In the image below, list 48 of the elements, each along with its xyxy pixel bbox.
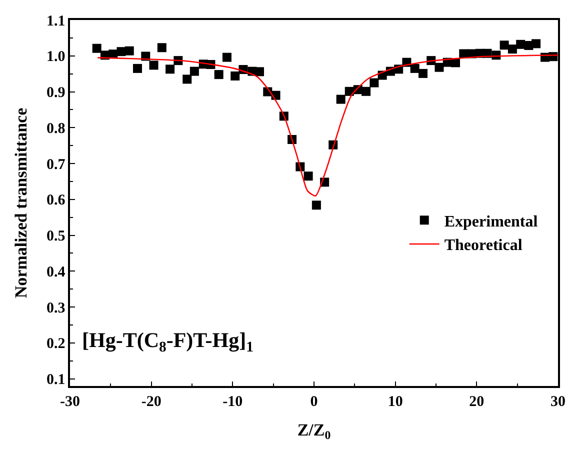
y-tick-label: 0.2 [46,336,66,352]
x-tick-label: -30 [60,394,80,410]
point [434,62,444,72]
y-tick-label: 1.1 [46,13,66,30]
y-tick-label: 0.4 [46,264,66,280]
point [312,200,321,210]
point [336,94,346,104]
point [166,64,175,74]
point [124,46,134,56]
point [214,70,224,80]
point [500,40,509,50]
y-tick-label: 0.1 [46,372,66,388]
annotation: [Hg-T(C$_{8}$-F)T-Hg]$_{1}$ [82,328,254,356]
point [149,60,158,70]
point [304,172,313,181]
y-axis-title: Normalized transmittance [12,107,31,298]
y-tick-label: 1.0 [46,49,66,66]
point [516,40,526,49]
point [362,86,371,96]
x-tick-label: -10 [222,394,243,410]
point [133,64,142,73]
point [230,71,240,80]
point [157,43,166,52]
point [190,66,199,76]
point [182,74,192,84]
point [222,52,232,62]
y-tick-label: 0.9 [46,85,66,102]
x-tick-label: 30 [550,394,566,410]
legend-label: Experimental [444,213,538,230]
point [410,64,420,73]
y-tick-label: 0.7 [46,156,66,173]
point [418,68,428,78]
x-axis-title: Z/Z$_{0}$ [297,420,331,442]
point [116,47,126,56]
x-tick-label: 10 [388,394,403,410]
point [508,44,517,54]
point [92,44,102,53]
y-tick-label: 0.3 [46,300,66,316]
point [370,78,379,88]
y-tick-label: 0.5 [46,228,66,245]
legend-label: Theoretical [444,237,523,254]
x-tick-label: 0 [310,394,318,410]
x-tick-label: 20 [469,394,484,410]
x-tick-label: -20 [141,394,162,410]
y-tick-label: 0.6 [46,192,66,209]
y-tick-label: 0.8 [46,120,66,137]
point [255,67,264,76]
point [532,39,541,48]
